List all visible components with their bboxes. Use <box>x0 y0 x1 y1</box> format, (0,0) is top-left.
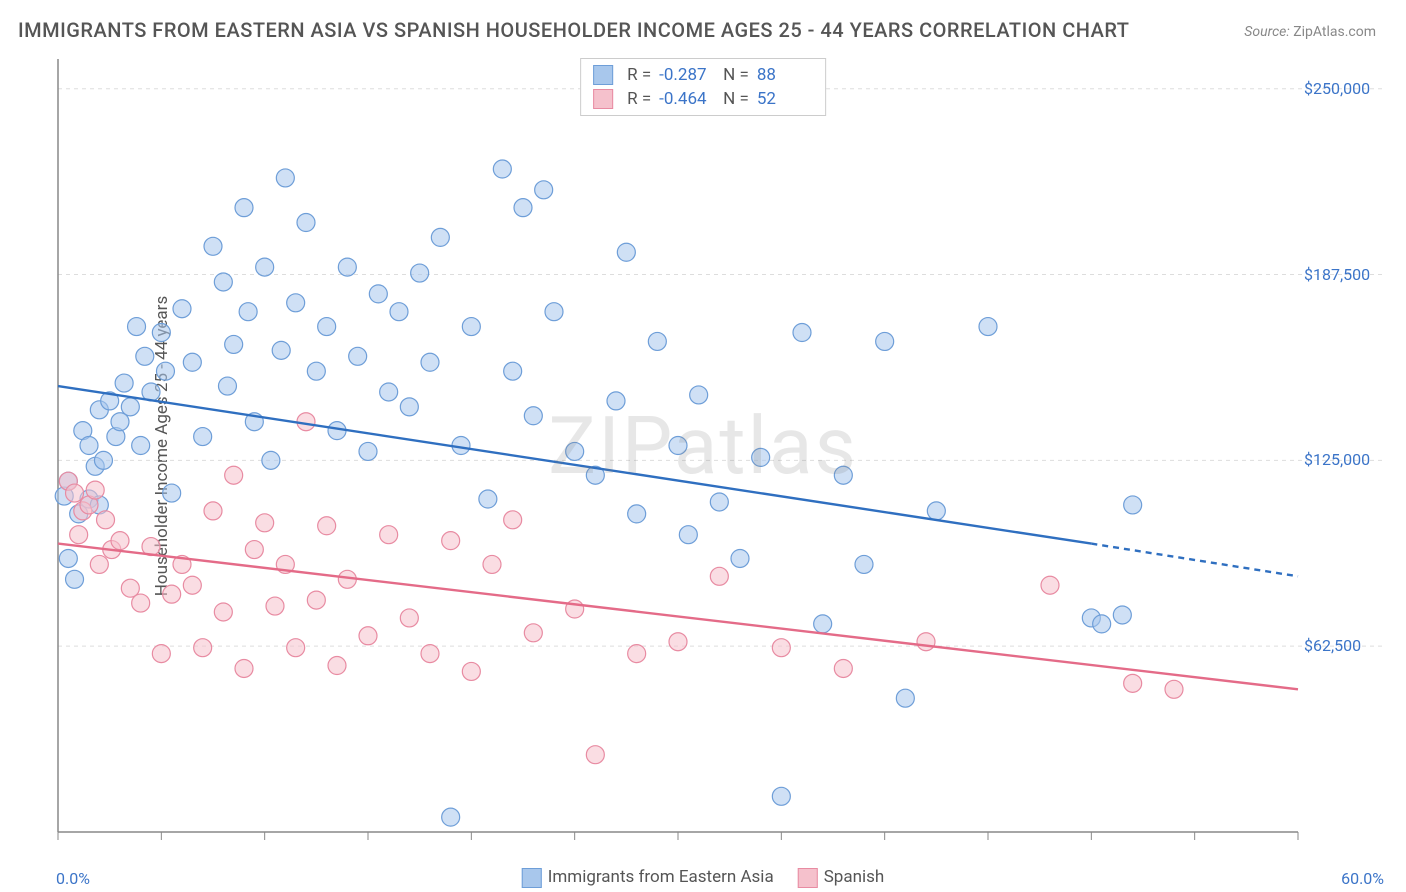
series-legend: Immigrants from Eastern Asia Spanish <box>522 867 884 888</box>
n-value: 88 <box>757 65 813 85</box>
source-value: ZipAtlas.com <box>1293 24 1376 40</box>
y-tick-label: $62,500 <box>1304 636 1361 655</box>
y-tick-label: $187,500 <box>1304 265 1370 284</box>
n-value: 52 <box>757 89 813 109</box>
r-label: R = <box>627 65 651 85</box>
source-label: Source: <box>1244 24 1289 40</box>
correlation-legend-box: R = -0.287 N = 88 R = -0.464 N = 52 <box>580 58 826 116</box>
n-label: N = <box>723 89 749 109</box>
r-value: -0.287 <box>659 65 715 85</box>
legend-swatch <box>593 65 613 85</box>
legend-swatch <box>593 89 613 109</box>
legend-label: Spanish <box>824 867 885 887</box>
scatter-chart-svg <box>54 55 1388 862</box>
chart-title: IMMIGRANTS FROM EASTERN ASIA VS SPANISH … <box>18 18 1130 42</box>
n-label: N = <box>723 65 749 85</box>
legend-item: Immigrants from Eastern Asia <box>522 867 774 888</box>
correlation-legend-row: R = -0.287 N = 88 <box>593 63 813 87</box>
legend-swatch <box>522 868 542 888</box>
legend-item: Spanish <box>798 867 885 888</box>
y-tick-label: $250,000 <box>1304 79 1370 98</box>
r-value: -0.464 <box>659 89 715 109</box>
correlation-legend-row: R = -0.464 N = 52 <box>593 87 813 111</box>
x-axis-min-label: 0.0% <box>56 869 90 888</box>
plot-area <box>54 55 1388 862</box>
y-tick-label: $125,000 <box>1304 450 1370 469</box>
legend-swatch <box>798 868 818 888</box>
r-label: R = <box>627 89 651 109</box>
legend-label: Immigrants from Eastern Asia <box>548 867 774 887</box>
x-axis-max-label: 60.0% <box>1341 869 1384 888</box>
source-attribution: Source: ZipAtlas.com <box>1244 24 1376 40</box>
